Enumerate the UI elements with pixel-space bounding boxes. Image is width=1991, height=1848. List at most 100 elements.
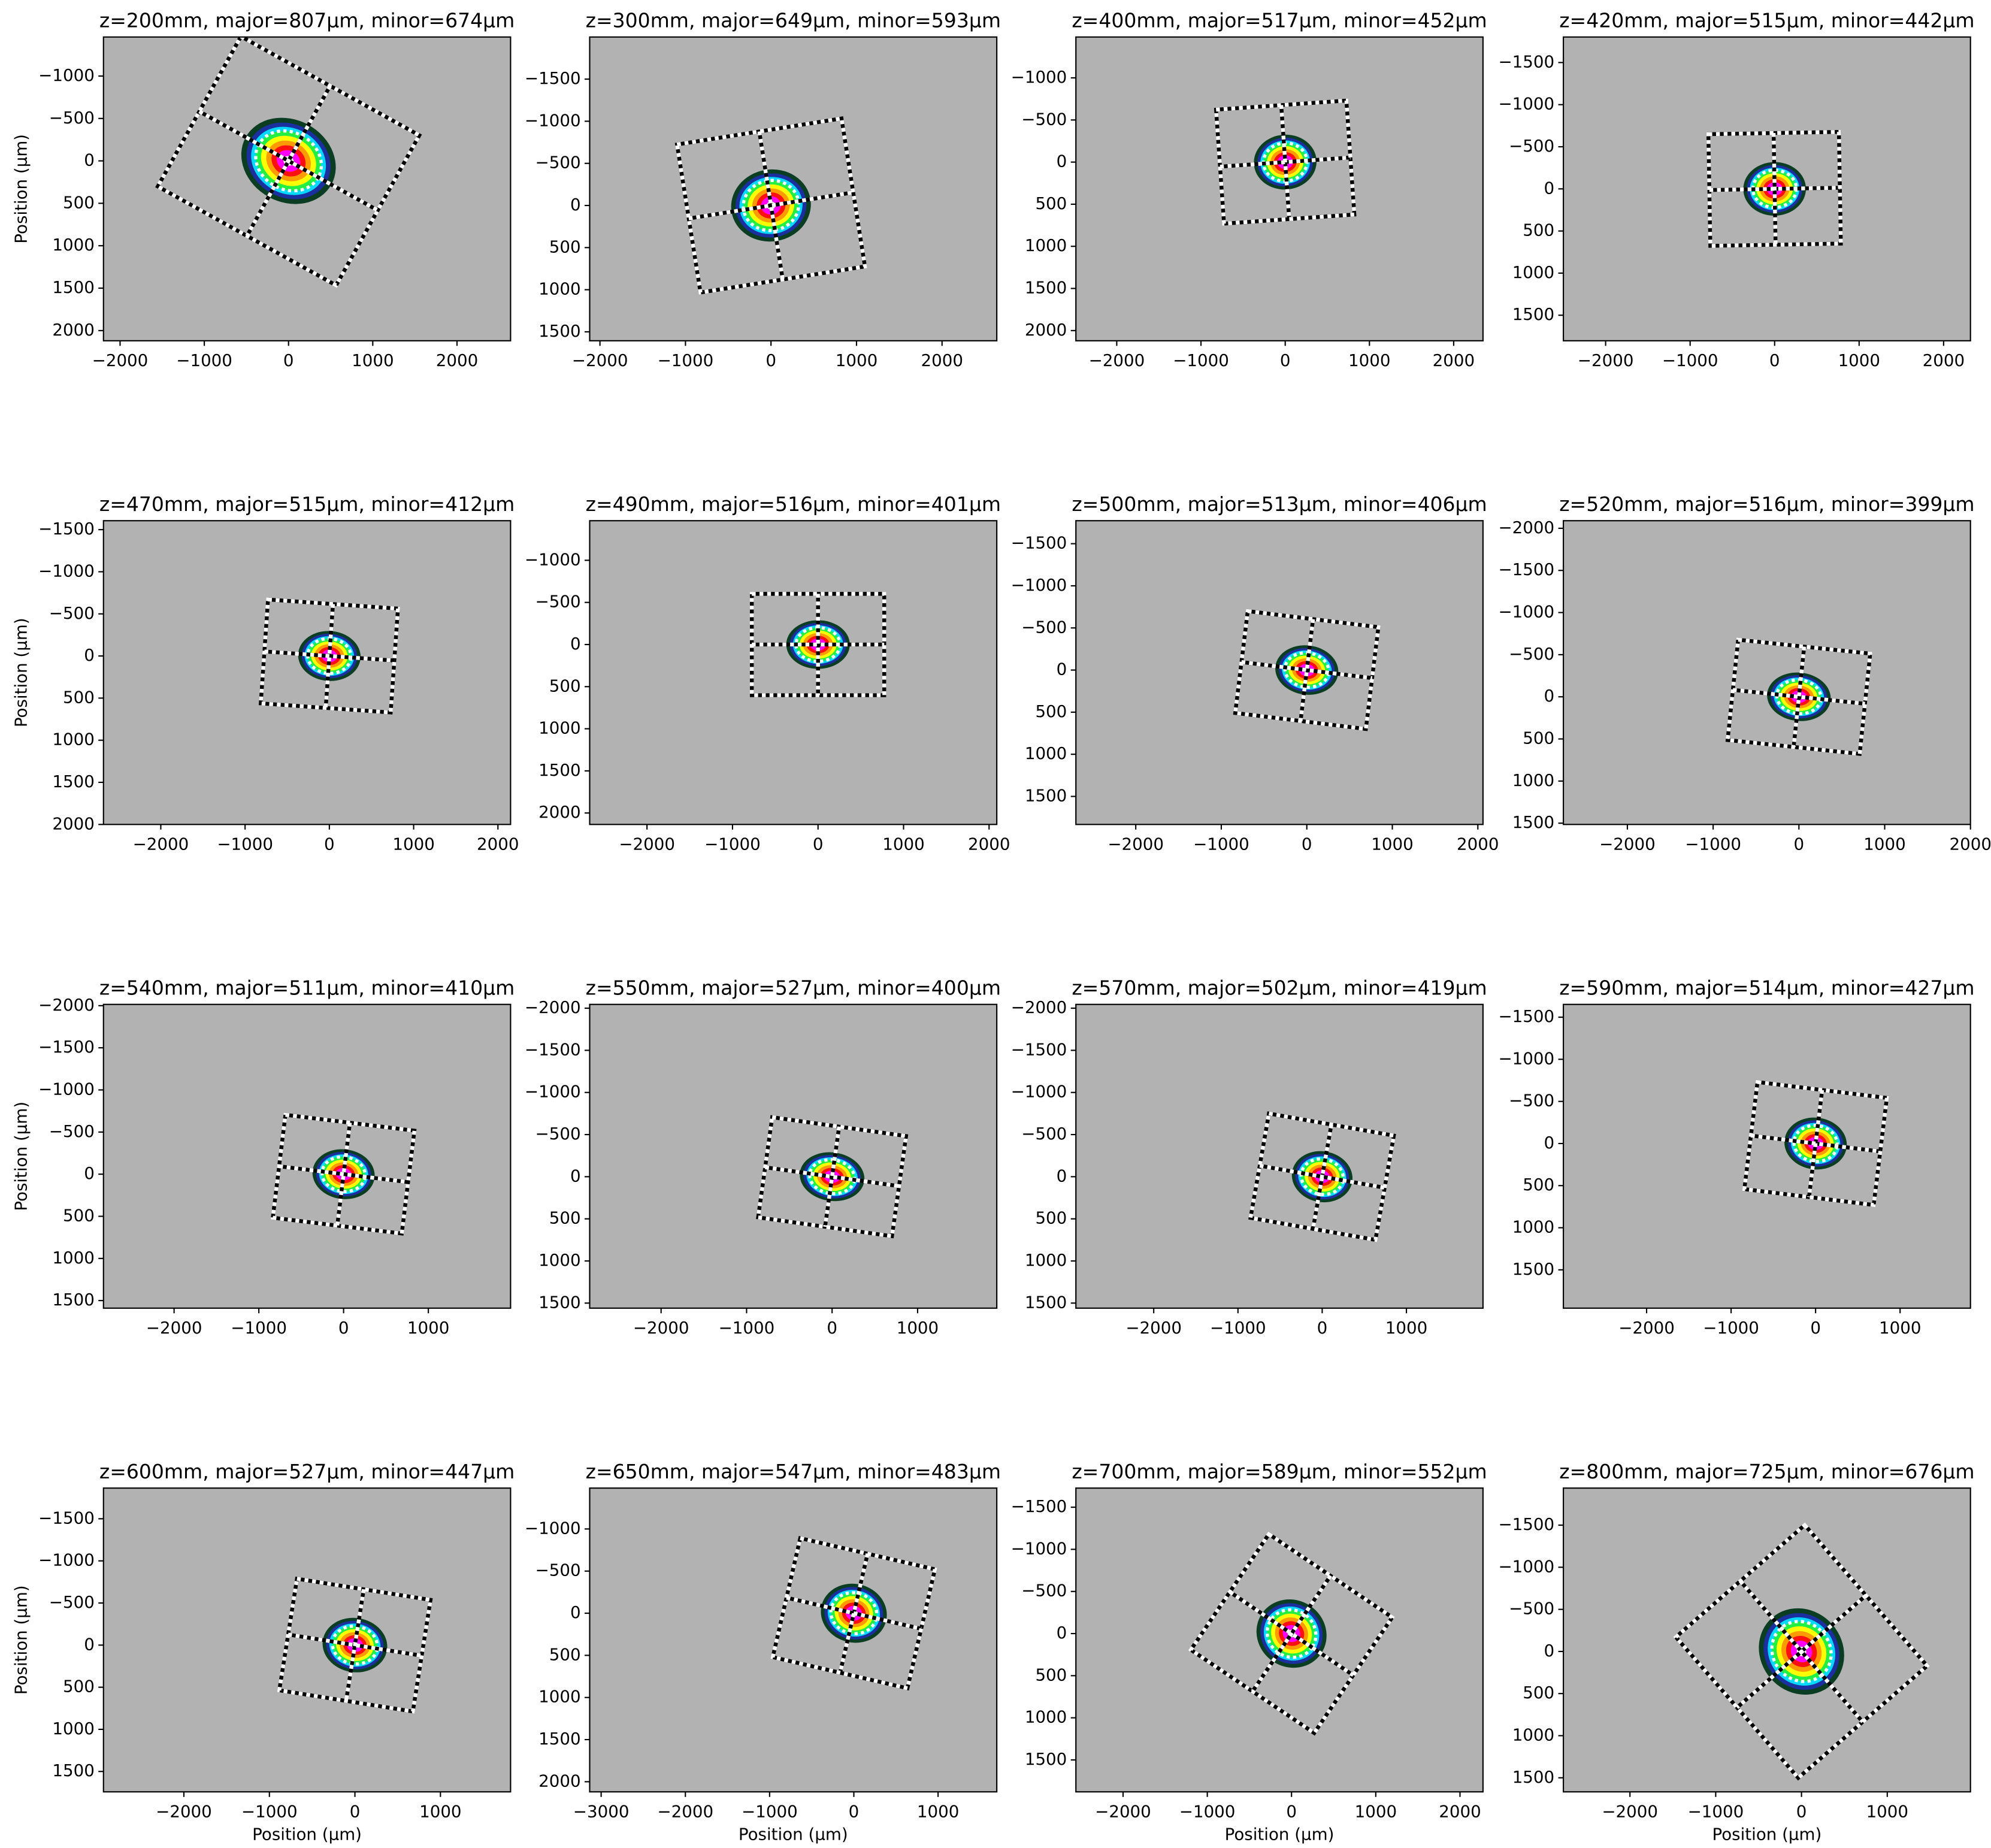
axes-background <box>1563 1004 1971 1308</box>
integration-box <box>1742 1079 1889 1208</box>
y-tick-label: −500 <box>1509 136 1554 156</box>
axes-frame <box>102 36 512 341</box>
y-tick-label: 1000 <box>52 1248 94 1268</box>
x-tick-label: 0 <box>324 834 335 854</box>
plot-area <box>103 37 511 341</box>
x-tick-label: −1000 <box>658 350 714 370</box>
axes-background <box>1076 1004 1483 1308</box>
integration-box <box>1706 129 1843 248</box>
x-tick-label: −2000 <box>657 1801 713 1821</box>
axes-background <box>589 521 997 825</box>
y-tick-label: 2000 <box>538 1771 580 1790</box>
x-tick-label: −1000 <box>704 834 761 854</box>
axes-background <box>589 1004 997 1308</box>
x-tick-label: 0 <box>283 350 294 370</box>
panel: z=300mm, major=649µm, minor=593µm −2000 −1… <box>525 9 1001 370</box>
y-tick-label: 1500 <box>1025 1292 1067 1312</box>
y-tick-label: 500 <box>1523 1683 1554 1702</box>
x-tick-label: −1000 <box>742 1801 798 1821</box>
x-tick-label: −2000 <box>1602 1801 1658 1821</box>
plot-area <box>103 1004 511 1308</box>
x-tick-label: −1000 <box>1173 350 1229 370</box>
y-tick-label: −500 <box>1021 109 1067 129</box>
panel: z=420mm, major=515µm, minor=442µm −2000 −1… <box>1498 9 1974 370</box>
y-tick-label: −1000 <box>525 1518 581 1538</box>
y-tick-label: 1500 <box>1512 304 1554 324</box>
x-tick-label: 1000 <box>1866 1801 1908 1821</box>
x-tick-label: 2000 <box>1923 350 1965 370</box>
y-tick-label: −500 <box>535 1124 581 1144</box>
y-tick-label: −2000 <box>1498 518 1554 537</box>
y-tick-label: 1500 <box>52 1290 94 1309</box>
plot-area <box>1076 1004 1483 1308</box>
y-tick-label: 500 <box>1523 728 1554 748</box>
x-tick-label: 2000 <box>968 834 1010 854</box>
panel-title: z=300mm, major=649µm, minor=593µm <box>586 9 1001 32</box>
y-tick-label: 1500 <box>1025 278 1067 298</box>
y-axis-label: Position (µm) <box>11 618 31 727</box>
y-tick-label: −500 <box>1509 644 1554 664</box>
y-tick-label: 0 <box>1057 1623 1067 1643</box>
y-tick-label: −1500 <box>1498 1514 1554 1534</box>
y-tick-label: −1500 <box>525 1039 581 1059</box>
panel: z=570mm, major=502µm, minor=419µm−2000 −1… <box>1011 976 1487 1338</box>
y-tick-label: 1000 <box>52 730 94 749</box>
y-tick-label: −1500 <box>1011 1496 1067 1516</box>
y-tick-label: −1000 <box>525 549 581 569</box>
x-tick-label: −2000 <box>1108 834 1164 854</box>
y-tick-label: −1500 <box>525 68 581 88</box>
y-tick-label: 1000 <box>1512 770 1554 790</box>
x-tick-label: 2000 <box>921 350 963 370</box>
x-tick-label: 1000 <box>836 350 878 370</box>
panel: z=400mm, major=517µm, minor=452µm −2000 −1… <box>1011 9 1487 370</box>
y-tick-label: −1000 <box>38 1550 95 1570</box>
y-tick-label: 0 <box>84 1163 95 1183</box>
x-tick-label: −2000 <box>146 1318 202 1338</box>
y-tick-label: 500 <box>1035 701 1067 721</box>
x-axis-label: Position (µm) <box>252 1825 362 1844</box>
x-tick-label: −2000 <box>633 1318 689 1338</box>
axes-frame <box>589 520 998 825</box>
x-tick-label: 0 <box>1794 834 1805 854</box>
axes-frame <box>1075 520 1484 825</box>
y-tick-label: 1000 <box>538 1687 580 1707</box>
y-tick-label: −1000 <box>1011 67 1067 87</box>
y-tick-label: −1500 <box>38 519 95 539</box>
panel: z=550mm, major=527µm, minor=400µm−2000 −1… <box>525 976 1001 1338</box>
y-tick-label: 2000 <box>52 320 94 340</box>
panel-title: z=570mm, major=502µm, minor=419µm <box>1072 976 1487 1000</box>
plot-area <box>1563 1488 1971 1792</box>
axes-frame <box>1075 1487 1484 1793</box>
y-tick-label: −1500 <box>1498 52 1554 71</box>
y-tick-label: 0 <box>1057 152 1067 171</box>
y-tick-label: 1000 <box>538 279 580 299</box>
y-tick-label: 0 <box>84 1634 95 1654</box>
x-tick-label: −1000 <box>1685 834 1741 854</box>
integration-box <box>1188 1531 1395 1736</box>
plot-area <box>1563 1004 1971 1308</box>
x-tick-label: 1000 <box>1355 1801 1397 1821</box>
x-tick-label: 0 <box>1286 1801 1297 1821</box>
y-tick-label: −1000 <box>1011 1082 1067 1102</box>
panel: z=490mm, major=516µm, minor=401µm −2000 −1… <box>525 492 1010 854</box>
y-tick-label: −500 <box>1021 1124 1067 1144</box>
y-tick-label: −1000 <box>1011 575 1067 595</box>
y-tick-label: 1500 <box>52 772 94 791</box>
y-tick-label: −1000 <box>38 1079 95 1099</box>
x-tick-label: 0 <box>350 1801 361 1821</box>
panel-title: z=400mm, major=517µm, minor=452µm <box>1072 9 1487 32</box>
y-tick-label: 1000 <box>1512 262 1554 282</box>
x-tick-label: 2000 <box>1433 350 1475 370</box>
y-tick-label: 0 <box>570 1602 581 1622</box>
y-tick-label: 2000 <box>52 813 94 833</box>
y-tick-label: 0 <box>1544 1641 1555 1661</box>
x-tick-label: −2000 <box>619 834 675 854</box>
plot-area <box>103 521 511 825</box>
panel: z=800mm, major=725µm, minor=676µm −2000 −1… <box>1498 1460 1974 1844</box>
panel-title: z=590mm, major=514µm, minor=427µm <box>1559 976 1974 1000</box>
x-tick-label: 2000 <box>1949 834 1991 854</box>
y-tick-label: 500 <box>549 1208 581 1228</box>
axes-frame <box>102 520 512 825</box>
y-tick-label: 1000 <box>1025 1250 1067 1270</box>
